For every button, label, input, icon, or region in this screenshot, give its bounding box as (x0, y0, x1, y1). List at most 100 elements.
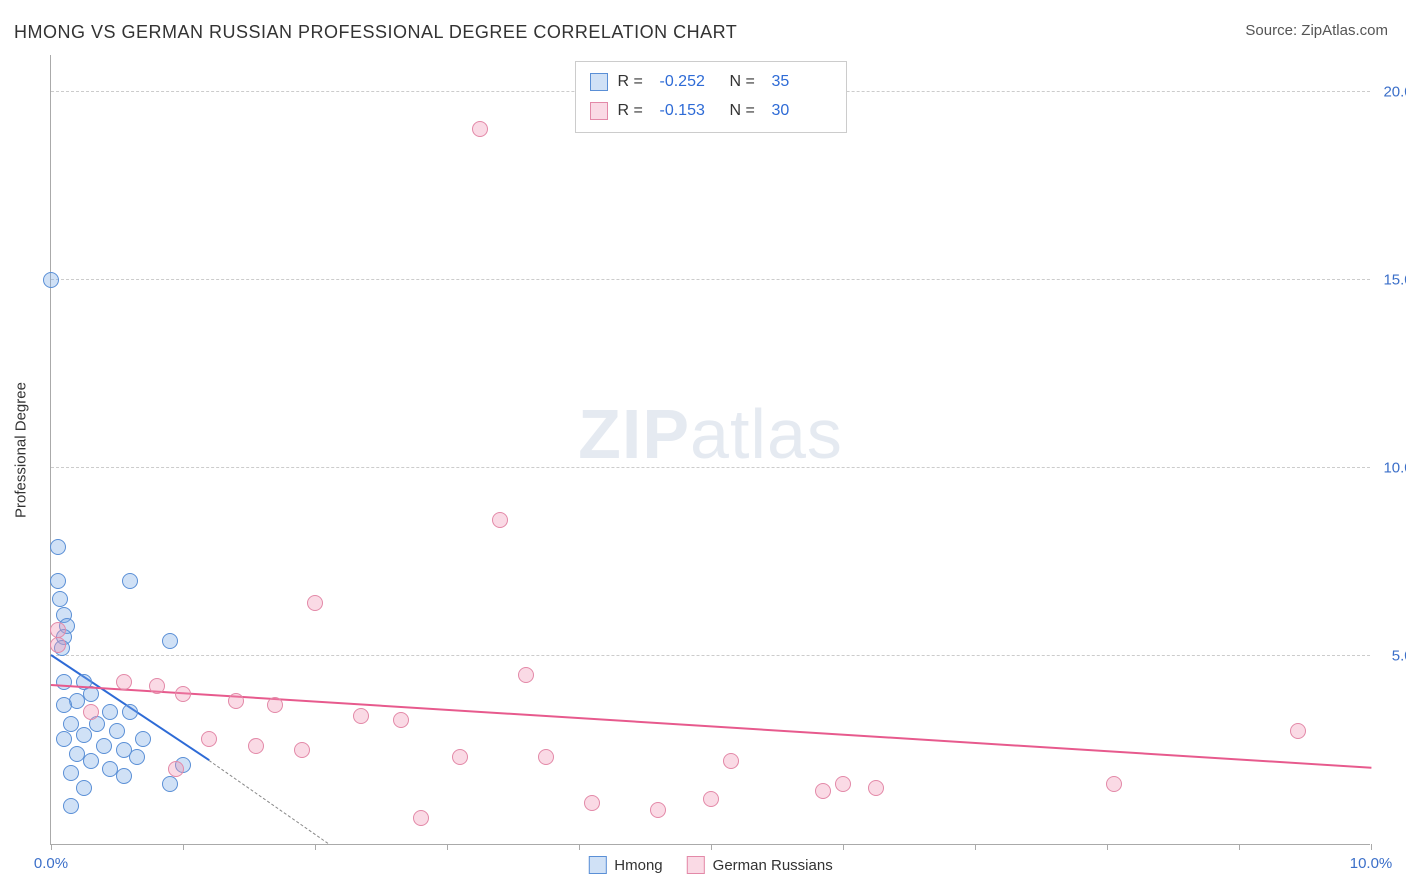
data-point (102, 704, 118, 720)
data-point (393, 712, 409, 728)
data-point (584, 795, 600, 811)
n-label: N = (730, 68, 762, 97)
data-point (201, 731, 217, 747)
data-point (538, 749, 554, 765)
scatter-plot: ZIPatlas R = -0.252 N = 35 R = -0.153 N … (50, 55, 1370, 845)
legend-row-hmong: R = -0.252 N = 35 (590, 68, 832, 97)
data-point (83, 704, 99, 720)
data-point (56, 674, 72, 690)
data-point (63, 798, 79, 814)
data-point (83, 753, 99, 769)
r-value-german: -0.153 (660, 97, 720, 126)
data-point (353, 708, 369, 724)
data-point (175, 686, 191, 702)
x-tick (711, 844, 712, 850)
r-label: R = (618, 97, 650, 126)
data-point (248, 738, 264, 754)
data-point (50, 573, 66, 589)
x-tick-label: 0.0% (34, 855, 68, 872)
legend-item-german: German Russians (687, 856, 833, 874)
data-point (122, 573, 138, 589)
data-point (52, 591, 68, 607)
data-point (76, 727, 92, 743)
data-point (63, 765, 79, 781)
data-point (149, 678, 165, 694)
data-point (162, 633, 178, 649)
data-point (267, 697, 283, 713)
data-point (815, 783, 831, 799)
watermark: ZIPatlas (578, 394, 843, 474)
data-point (96, 738, 112, 754)
data-point (703, 791, 719, 807)
data-point (294, 742, 310, 758)
data-point (307, 595, 323, 611)
x-tick (843, 844, 844, 850)
y-tick-label: 20.0% (1376, 83, 1406, 100)
data-point (129, 749, 145, 765)
gridline (51, 279, 1370, 280)
data-point (50, 637, 66, 653)
data-point (162, 776, 178, 792)
data-point (122, 704, 138, 720)
data-point (1290, 723, 1306, 739)
trend-line (51, 684, 1371, 769)
data-point (650, 802, 666, 818)
n-value-german: 30 (772, 97, 832, 126)
legend-label-hmong: Hmong (614, 857, 662, 874)
data-point (835, 776, 851, 792)
data-point (135, 731, 151, 747)
source-prefix: Source: (1245, 22, 1301, 39)
data-point (413, 810, 429, 826)
legend-label-german: German Russians (713, 857, 833, 874)
gridline (51, 655, 1370, 656)
n-value-hmong: 35 (772, 68, 832, 97)
gridline (51, 467, 1370, 468)
data-point (76, 780, 92, 796)
data-point (56, 697, 72, 713)
data-point (56, 731, 72, 747)
data-point (43, 272, 59, 288)
data-point (168, 761, 184, 777)
x-tick (975, 844, 976, 850)
data-point (518, 667, 534, 683)
data-point (63, 716, 79, 732)
data-point (1106, 776, 1122, 792)
legend-item-hmong: Hmong (588, 856, 662, 874)
watermark-bold: ZIP (578, 395, 690, 473)
plot-area: ZIPatlas R = -0.252 N = 35 R = -0.153 N … (50, 55, 1370, 845)
data-point (50, 539, 66, 555)
data-point (116, 674, 132, 690)
source-name: ZipAtlas.com (1301, 22, 1388, 39)
data-point (228, 693, 244, 709)
x-tick (51, 844, 52, 850)
x-tick (1107, 844, 1108, 850)
trend-line-extension (209, 760, 328, 844)
watermark-rest: atlas (690, 395, 843, 473)
data-point (452, 749, 468, 765)
legend-stats: R = -0.252 N = 35 R = -0.153 N = 30 (575, 61, 847, 133)
r-value-hmong: -0.252 (660, 68, 720, 97)
data-point (723, 753, 739, 769)
legend-series: Hmong German Russians (580, 856, 840, 874)
legend-row-german: R = -0.153 N = 30 (590, 97, 832, 126)
swatch-hmong (588, 856, 606, 874)
x-tick (183, 844, 184, 850)
x-tick (579, 844, 580, 850)
swatch-german (590, 102, 608, 120)
y-tick-label: 10.0% (1376, 459, 1406, 476)
y-tick-label: 5.0% (1376, 647, 1406, 664)
y-tick-label: 15.0% (1376, 271, 1406, 288)
data-point (116, 768, 132, 784)
x-tick (447, 844, 448, 850)
x-tick (1239, 844, 1240, 850)
x-tick (1371, 844, 1372, 850)
x-tick-label: 10.0% (1350, 855, 1393, 872)
data-point (109, 723, 125, 739)
swatch-german (687, 856, 705, 874)
x-tick (315, 844, 316, 850)
data-point (492, 512, 508, 528)
data-point (868, 780, 884, 796)
data-point (472, 121, 488, 137)
chart-title: HMONG VS GERMAN RUSSIAN PROFESSIONAL DEG… (14, 22, 737, 43)
r-label: R = (618, 68, 650, 97)
